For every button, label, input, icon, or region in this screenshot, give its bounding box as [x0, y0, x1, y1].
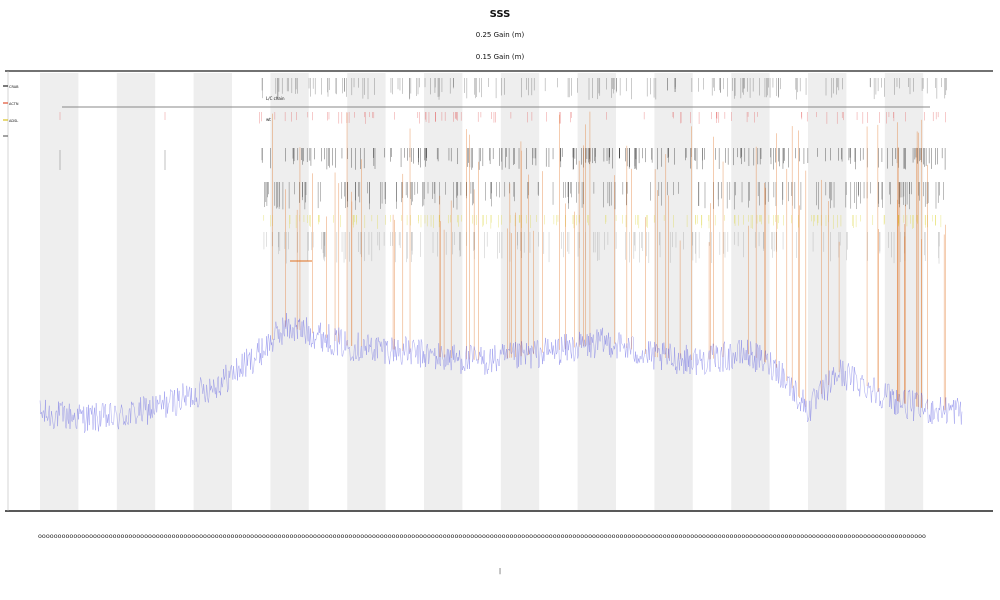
baseline-line — [39, 312, 963, 433]
shaded-band — [808, 73, 847, 510]
shaded-band — [193, 73, 232, 510]
shaded-band — [884, 73, 924, 510]
title-group: SSS 0.25 Gain (m) 0.15 Gain (m) — [476, 9, 525, 61]
chart-subtitle-2: 0.15 Gain (m) — [476, 53, 525, 61]
shaded-band — [577, 73, 616, 510]
chart-subtitle-1: 0.25 Gain (m) — [476, 31, 525, 39]
legend-item-adsl: ADSL — [3, 119, 18, 123]
spike-series — [272, 111, 946, 411]
legend-item-crab: CRAB — [3, 85, 19, 89]
shaded-band — [40, 73, 79, 510]
legend: CRAB ACTN ADSL — [3, 85, 19, 137]
shaded-bands — [40, 73, 924, 510]
shaded-band — [424, 73, 463, 510]
track-label-3: wt — [266, 117, 271, 122]
tick-tracks — [59, 78, 947, 264]
baseline-series — [39, 312, 963, 433]
legend-label-actn: ACTN — [9, 102, 19, 106]
legend-item-actn: ACTN — [3, 102, 19, 106]
shaded-band — [654, 73, 693, 510]
shaded-band — [116, 73, 156, 510]
track-label-1: L/C chain — [266, 96, 285, 101]
x-tick-labels: 0000000000000000000000000000000000000000… — [38, 534, 926, 539]
shaded-band — [500, 73, 540, 510]
legend-label-crab: CRAB — [9, 85, 19, 89]
legend-label-adsl: ADSL — [9, 119, 18, 123]
chart-title: SSS — [490, 9, 511, 20]
shaded-band — [731, 73, 770, 510]
shaded-band — [270, 73, 309, 510]
shaded-band — [347, 73, 386, 510]
x-axis-label-mark: | — [499, 568, 501, 575]
